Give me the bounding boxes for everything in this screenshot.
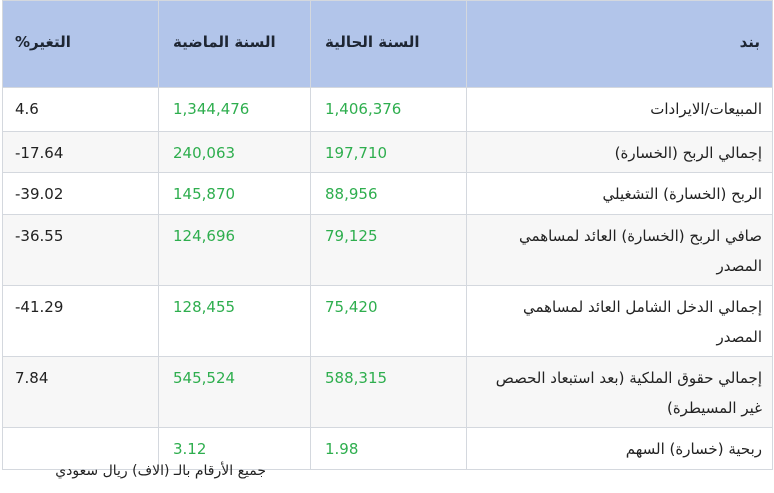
- row-current-value: 1,406,376: [310, 87, 467, 132]
- header-previous-year: السنة الماضية: [158, 0, 311, 88]
- row-previous-value: 545,524: [158, 356, 311, 428]
- row-current-value: 197,710: [310, 131, 467, 173]
- row-previous-value: 128,455: [158, 285, 311, 357]
- row-current-value: 588,315: [310, 356, 467, 428]
- row-change-value: [2, 427, 159, 470]
- row-change-value: 4.6: [2, 87, 159, 132]
- row-previous-value: 145,870: [158, 172, 311, 215]
- financial-table-container: بند السنة الحالية السنة الماضية التغير% …: [2, 0, 773, 470]
- row-item-label: إجمالي الدخل الشامل العائد لمساهمي المصد…: [466, 285, 773, 357]
- table-row: إجمالي حقوق الملكية (بعد استبعاد الحصص غ…: [2, 356, 773, 428]
- row-change-value: 41.29-: [2, 285, 159, 357]
- table-row: صافي الربح (الخسارة) العائد لمساهمي المص…: [2, 214, 773, 286]
- row-item-label: إجمالي الربح (الخسارة): [466, 131, 773, 173]
- row-change-value: 39.02-: [2, 172, 159, 215]
- header-change: التغير%: [2, 0, 159, 88]
- financial-summary-table: بند السنة الحالية السنة الماضية التغير% …: [2, 0, 773, 470]
- units-footnote: جميع الأرقام بالـ (الاف) ريال سعودي: [55, 463, 266, 479]
- table-header-row: بند السنة الحالية السنة الماضية التغير%: [2, 0, 773, 88]
- row-current-value: 88,956: [310, 172, 467, 215]
- table-row: المبيعات/الايرادات 1,406,376 1,344,476 4…: [2, 87, 773, 132]
- row-change-value: 7.84: [2, 356, 159, 428]
- row-item-label: المبيعات/الايرادات: [466, 87, 773, 132]
- row-current-value: 75,420: [310, 285, 467, 357]
- row-change-value: 17.64-: [2, 131, 159, 173]
- row-previous-value: 3.12: [158, 427, 311, 470]
- row-previous-value: 124,696: [158, 214, 311, 286]
- row-item-label: إجمالي حقوق الملكية (بعد استبعاد الحصص غ…: [466, 356, 773, 428]
- row-current-value: 1.98: [310, 427, 467, 470]
- row-previous-value: 1,344,476: [158, 87, 311, 132]
- row-current-value: 79,125: [310, 214, 467, 286]
- row-previous-value: 240,063: [158, 131, 311, 173]
- table-row: إجمالي الدخل الشامل العائد لمساهمي المصد…: [2, 285, 773, 357]
- table-row: إجمالي الربح (الخسارة) 197,710 240,063 1…: [2, 131, 773, 173]
- table-row: الربح (الخسارة) التشغيلي 88,956 145,870 …: [2, 172, 773, 215]
- row-item-label: ربحية (خسارة) السهم: [466, 427, 773, 470]
- table-row: ربحية (خسارة) السهم 1.98 3.12: [2, 427, 773, 470]
- row-change-value: 36.55-: [2, 214, 159, 286]
- row-item-label: الربح (الخسارة) التشغيلي: [466, 172, 773, 215]
- row-item-label: صافي الربح (الخسارة) العائد لمساهمي المص…: [466, 214, 773, 286]
- header-current-year: السنة الحالية: [310, 0, 467, 88]
- header-item: بند: [466, 0, 773, 88]
